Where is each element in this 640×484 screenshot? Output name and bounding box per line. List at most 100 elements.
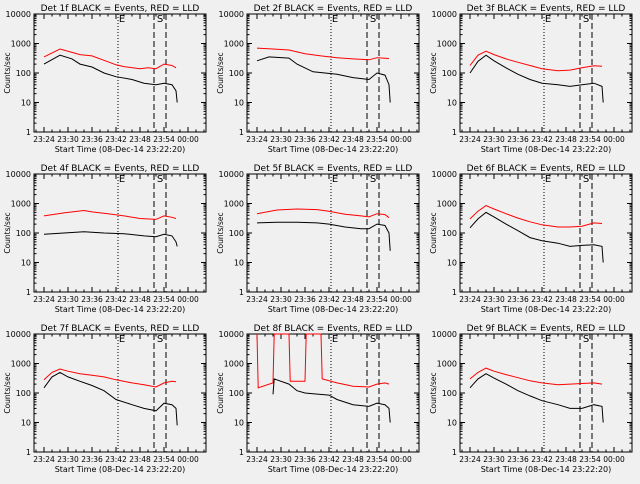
y-tick-label: 1 — [26, 288, 31, 297]
x-tick-label: 23:30 — [57, 295, 79, 304]
y-tick-label: 10 — [447, 99, 457, 108]
y-tick-label: 10000 — [6, 330, 31, 339]
x-tick-label: 23:48 — [129, 135, 151, 144]
y-axis-label: Counts/sec — [429, 212, 438, 253]
y-tick-label: 10000 — [219, 10, 244, 19]
y-tick-label: 100 — [442, 229, 457, 238]
y-tick-label: 100 — [442, 69, 457, 78]
y-tick-label: 10000 — [219, 330, 244, 339]
x-tick-label: 23:24 — [459, 135, 481, 144]
x-axis-label: Start Time (08-Dec-14 23:22:20) — [55, 145, 186, 154]
series-line-lld — [469, 205, 603, 228]
x-axis-label: Start Time (08-Dec-14 23:22:20) — [268, 145, 399, 154]
x-tick-label: 23:30 — [270, 455, 292, 464]
panel-title: Det 7f BLACK = Events, RED = LLD — [41, 324, 200, 334]
x-tick-label: 23:42 — [531, 135, 553, 144]
panel-7: Det 7f BLACK = Events, RED = LLD 1 10 100 10… — [3, 324, 207, 474]
x-tick-label: 23:36 — [294, 135, 316, 144]
marker-label-s: S — [370, 174, 376, 185]
y-tick-label: 1 — [239, 448, 244, 457]
panel-frame — [459, 173, 633, 293]
panel-6: Det 6f BLACK = Events, RED = LLD 1 10 100 10… — [429, 164, 633, 314]
x-tick-label: 23:48 — [555, 135, 577, 144]
y-tick-label: 1000 — [224, 40, 244, 49]
y-tick-label: 100 — [229, 69, 244, 78]
y-tick-label: 1 — [452, 128, 457, 137]
panel-5: Det 5f BLACK = Events, RED = LLD 1 10 100 10… — [216, 164, 420, 314]
x-tick-label: 23:24 — [246, 455, 268, 464]
y-tick-label: 1000 — [224, 360, 244, 369]
series-line-events — [469, 54, 604, 103]
x-tick-label: 23:30 — [270, 135, 292, 144]
x-tick-label: 23:42 — [531, 295, 553, 304]
y-tick-label: 100 — [16, 389, 31, 398]
x-tick-label: 23:36 — [81, 295, 103, 304]
marker-label-s: S — [157, 334, 163, 345]
panel-frame — [459, 13, 633, 133]
marker-label-s: S — [370, 334, 376, 345]
x-axis-label: Start Time (08-Dec-14 23:22:20) — [55, 305, 186, 314]
x-tick-label: 23:24 — [246, 135, 268, 144]
panel-3: Det 3f BLACK = Events, RED = LLD 1 10 100 10… — [429, 4, 633, 154]
marker-label-s: S — [583, 334, 589, 345]
x-tick-label: 23:42 — [318, 455, 340, 464]
x-tick-label: 00:00 — [177, 295, 199, 304]
series-line-events — [256, 56, 391, 103]
y-tick-label: 100 — [16, 229, 31, 238]
x-axis-label: Start Time (08-Dec-14 23:22:20) — [268, 305, 399, 314]
y-axis-label: Counts/sec — [216, 52, 225, 93]
marker-label-e: E — [119, 174, 125, 185]
series-line-lld — [256, 208, 390, 219]
panel-title: Det 3f BLACK = Events, RED = LLD — [467, 4, 626, 14]
x-tick-label: 23:30 — [57, 135, 79, 144]
y-tick-label: 1 — [26, 448, 31, 457]
y-axis-label: Counts/sec — [3, 212, 12, 253]
x-tick-label: 23:24 — [459, 295, 481, 304]
x-tick-label: 23:54 — [366, 135, 388, 144]
x-tick-label: 00:00 — [390, 135, 412, 144]
x-tick-label: 23:48 — [129, 295, 151, 304]
x-tick-label: 23:30 — [483, 295, 505, 304]
x-tick-label: 23:48 — [342, 135, 364, 144]
x-tick-label: 23:30 — [483, 135, 505, 144]
y-tick-label: 1 — [452, 288, 457, 297]
y-tick-label: 1 — [239, 128, 244, 137]
panel-frame — [246, 173, 420, 293]
x-tick-label: 23:54 — [579, 455, 601, 464]
series-line-events — [272, 378, 391, 423]
x-tick-label: 23:48 — [342, 455, 364, 464]
x-tick-label: 23:30 — [483, 455, 505, 464]
y-tick-label: 1 — [26, 128, 31, 137]
y-tick-label: 10000 — [432, 330, 457, 339]
y-tick-label: 1000 — [11, 40, 31, 49]
x-tick-label: 00:00 — [177, 455, 199, 464]
marker-label-e: E — [119, 334, 125, 345]
x-tick-label: 23:36 — [294, 295, 316, 304]
x-tick-label: 23:24 — [246, 295, 268, 304]
series-line-events — [43, 231, 178, 247]
x-tick-label: 23:36 — [81, 455, 103, 464]
x-tick-label: 00:00 — [390, 295, 412, 304]
marker-label-e: E — [332, 14, 338, 25]
panel-title: Det 4f BLACK = Events, RED = LLD — [41, 164, 200, 174]
series-line-lld — [256, 47, 390, 61]
x-tick-label: 23:42 — [105, 455, 127, 464]
panel-9: Det 9f BLACK = Events, RED = LLD 1 10 100 10… — [429, 324, 633, 474]
y-tick-label: 100 — [229, 229, 244, 238]
x-axis-label: Start Time (08-Dec-14 23:22:20) — [268, 465, 399, 474]
panel-frame — [459, 333, 633, 453]
y-axis-label: Counts/sec — [216, 212, 225, 253]
marker-label-e: E — [332, 334, 338, 345]
y-axis-label: Counts/sec — [216, 372, 225, 413]
y-axis-label: Counts/sec — [3, 52, 12, 93]
y-tick-label: 100 — [442, 389, 457, 398]
series-line-events — [469, 211, 604, 263]
y-axis-label: Counts/sec — [429, 52, 438, 93]
x-tick-label: 23:54 — [366, 295, 388, 304]
panel-1: Det 1f BLACK = Events, RED = LLD 1 10 100 10… — [3, 4, 207, 154]
panel-frame — [33, 13, 207, 133]
panel-8: Det 8f BLACK = Events, RED = LLD 1 10 100 10… — [216, 324, 420, 474]
x-tick-label: 23:54 — [366, 455, 388, 464]
x-tick-label: 23:42 — [531, 455, 553, 464]
y-axis-label: Counts/sec — [429, 372, 438, 413]
